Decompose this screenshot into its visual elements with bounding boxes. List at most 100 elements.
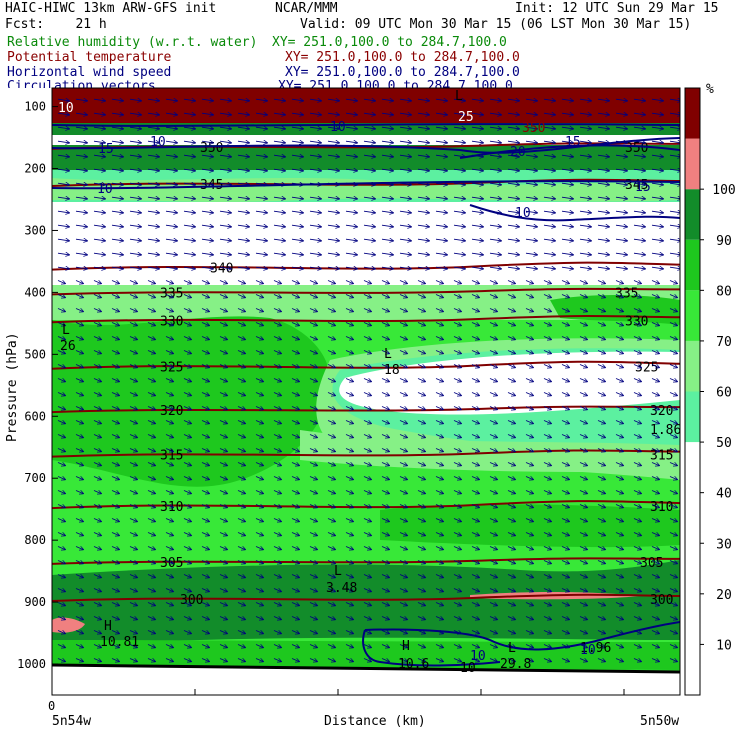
wind-vector bbox=[111, 225, 123, 227]
wind-vector bbox=[309, 183, 321, 185]
wind-vector bbox=[453, 351, 461, 354]
wind-vector bbox=[507, 141, 519, 143]
wind-vector bbox=[201, 239, 213, 241]
wind-vector bbox=[219, 211, 231, 213]
wind-vector bbox=[597, 281, 605, 284]
wind-vector bbox=[543, 155, 555, 157]
wind-vector bbox=[525, 379, 533, 382]
wind-vector bbox=[147, 197, 159, 199]
wind-vector bbox=[399, 211, 411, 213]
wind-vector bbox=[93, 323, 101, 326]
wind-vector bbox=[615, 197, 627, 199]
wind-vector bbox=[165, 99, 177, 101]
wind-vector bbox=[147, 309, 155, 312]
wind-vector bbox=[273, 407, 281, 410]
wind-vector bbox=[183, 253, 195, 255]
wind-vector bbox=[327, 337, 335, 340]
theta-label-325-1: 325 bbox=[635, 361, 658, 376]
wind-vector bbox=[309, 127, 321, 129]
wind-vector bbox=[147, 253, 159, 255]
wind-vector bbox=[147, 295, 155, 298]
wind-vector bbox=[255, 155, 267, 157]
wind-vector bbox=[471, 379, 479, 382]
wind-vector bbox=[291, 211, 303, 213]
wind-vector bbox=[417, 407, 425, 410]
wind-vector bbox=[525, 239, 537, 241]
wind-vector bbox=[111, 421, 119, 424]
wind-vector bbox=[273, 379, 281, 382]
wind-vector bbox=[669, 281, 677, 284]
wind-vector bbox=[327, 253, 339, 255]
wind-vector bbox=[633, 407, 641, 410]
wind-vector bbox=[399, 365, 407, 368]
wind-vector bbox=[255, 393, 263, 396]
wind-vector bbox=[561, 351, 569, 354]
wind-vector bbox=[453, 155, 465, 157]
wind-vector bbox=[219, 197, 231, 199]
rh-lower-dark-band bbox=[380, 504, 680, 548]
theta-label-335-0: 335 bbox=[160, 286, 183, 301]
wind-vector bbox=[363, 197, 375, 199]
wind-vector bbox=[183, 183, 195, 185]
wind-vector bbox=[273, 323, 281, 326]
wind-vector bbox=[579, 141, 591, 143]
wind-vector bbox=[435, 267, 447, 269]
wind-vector bbox=[543, 225, 555, 227]
wind-vector bbox=[507, 323, 515, 326]
wind-vector bbox=[597, 407, 605, 410]
wind-vector bbox=[417, 365, 425, 368]
wind-vector bbox=[669, 323, 677, 326]
wind-vector bbox=[111, 253, 123, 255]
wind-vector bbox=[273, 197, 285, 199]
wind-vector bbox=[669, 211, 680, 213]
wind-vector bbox=[219, 309, 227, 312]
wind-vector bbox=[489, 239, 501, 241]
wind-vector bbox=[525, 337, 533, 340]
wind-vector bbox=[363, 421, 371, 424]
wind-vector bbox=[147, 211, 159, 213]
wind-vector bbox=[399, 337, 407, 340]
wind-vector bbox=[309, 295, 317, 298]
wind-vector bbox=[219, 379, 227, 382]
wind-vector bbox=[507, 127, 519, 129]
wind-vector bbox=[165, 295, 173, 298]
wind-vector bbox=[633, 211, 645, 213]
wind-vector bbox=[435, 323, 443, 326]
wind-vector bbox=[489, 393, 497, 396]
wind-vector bbox=[561, 169, 573, 171]
wind-vector bbox=[129, 127, 141, 129]
wind-vector bbox=[507, 197, 519, 199]
wind-vector bbox=[417, 337, 425, 340]
wind-vector bbox=[165, 141, 177, 143]
wind-vector bbox=[579, 113, 591, 115]
wind-vector bbox=[435, 141, 447, 143]
wind-vector bbox=[507, 295, 515, 298]
wind-vector bbox=[111, 169, 123, 171]
wind-vector bbox=[471, 351, 479, 354]
wind-vector bbox=[219, 351, 227, 354]
wind-vector bbox=[651, 295, 659, 298]
wind-vector bbox=[237, 239, 249, 241]
annotation-low-1: L bbox=[62, 323, 70, 338]
wind-vector bbox=[435, 351, 443, 354]
wind-vector bbox=[75, 295, 83, 298]
wind-vector bbox=[291, 281, 299, 284]
wind-vector bbox=[75, 421, 83, 424]
wind-vector bbox=[201, 379, 209, 382]
wind-vector bbox=[489, 267, 501, 269]
wind-vector bbox=[57, 337, 65, 340]
theta-label-330-0: 330 bbox=[160, 314, 183, 329]
wind-vector bbox=[255, 197, 267, 199]
wind-vector bbox=[363, 267, 375, 269]
wind-vector bbox=[471, 211, 483, 213]
wind-vector bbox=[669, 267, 680, 269]
wind-vector bbox=[399, 155, 411, 157]
wind-vector bbox=[75, 365, 83, 368]
wind-vector bbox=[219, 155, 231, 157]
wind-vector bbox=[471, 253, 483, 255]
wind-vector bbox=[219, 225, 231, 227]
wind-vector bbox=[291, 309, 299, 312]
wind-vector bbox=[111, 351, 119, 354]
wind-label-6: 15 bbox=[565, 135, 581, 150]
